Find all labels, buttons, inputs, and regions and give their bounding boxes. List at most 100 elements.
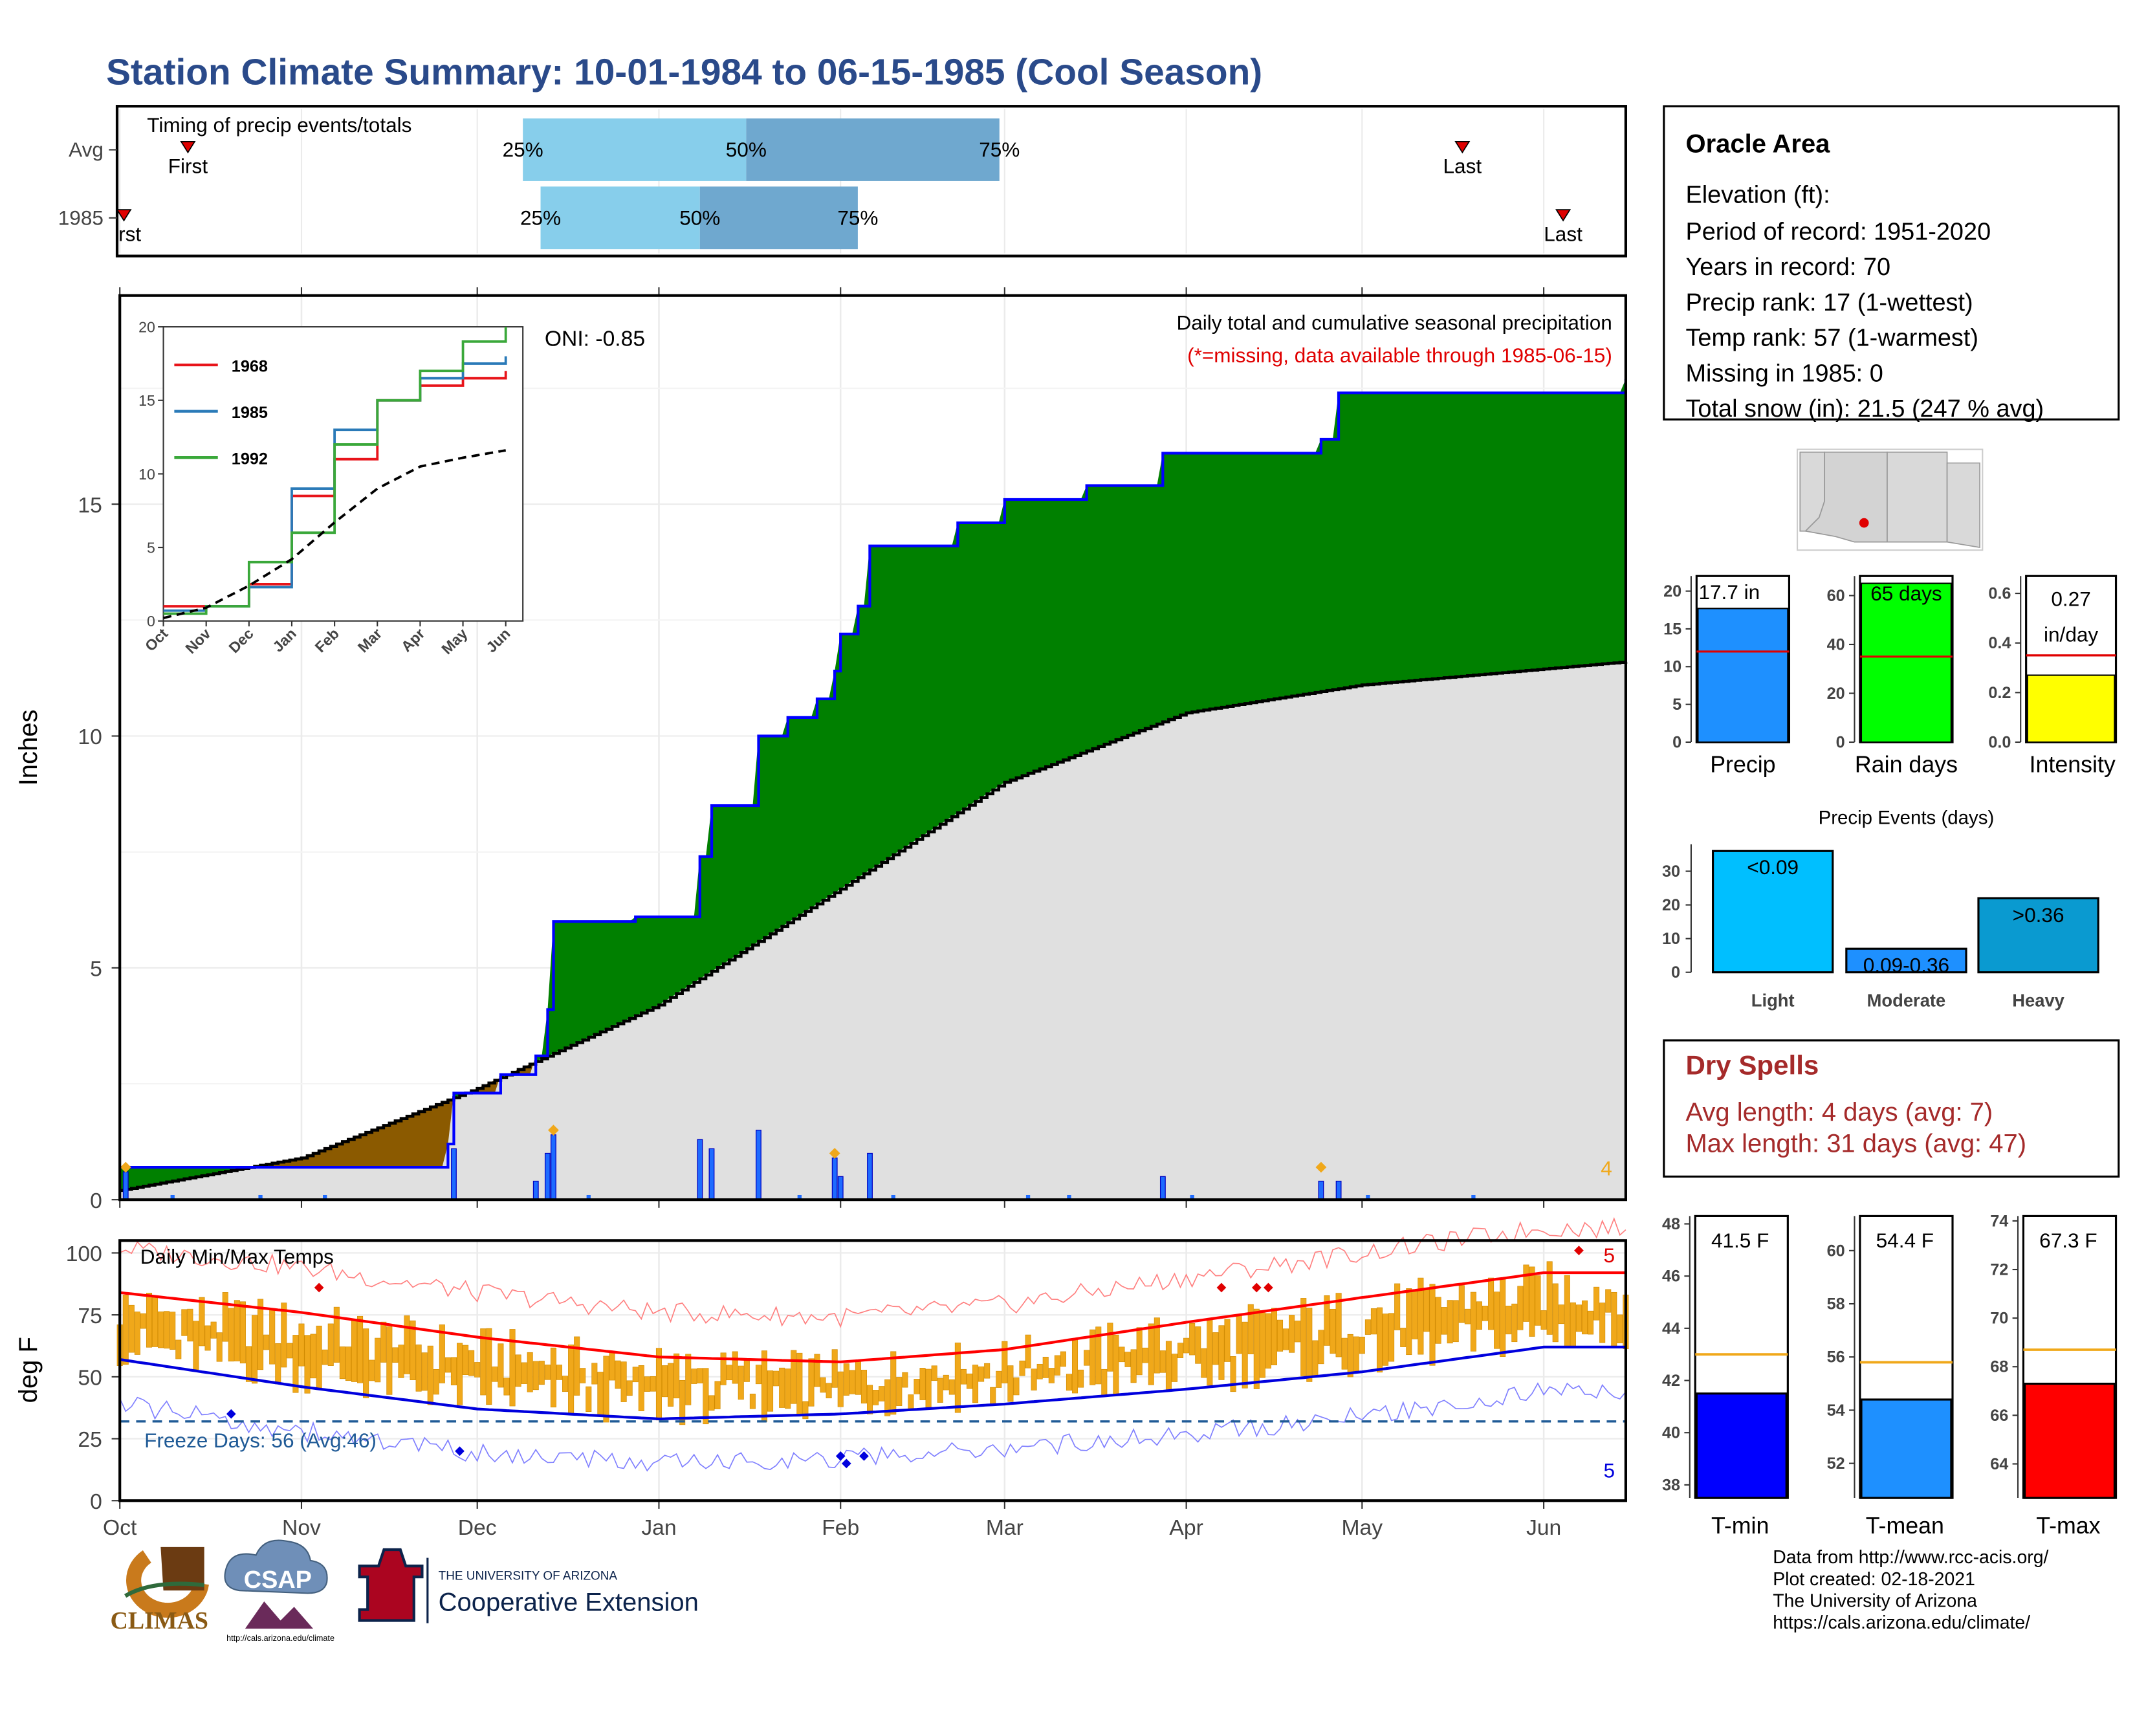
- daily-temp-bar: [1295, 1321, 1301, 1343]
- daily-temp-bar: [615, 1360, 621, 1389]
- temp-bar-t-mean: [1860, 1398, 1953, 1499]
- daily-temp-bar: [1212, 1332, 1219, 1365]
- daily-temp-bar: [128, 1304, 135, 1353]
- temp-bar-ytick-label: 64: [1990, 1455, 2008, 1473]
- daily-temp-bar: [691, 1368, 697, 1384]
- daily-temp-bar: [1159, 1350, 1166, 1373]
- daily-temp-bar: [1201, 1348, 1207, 1378]
- daily-precip-bar: [867, 1152, 873, 1200]
- daily-precip-bar: [1335, 1180, 1342, 1200]
- events-chart: 0 10 20 30: [1662, 844, 2099, 982]
- temp-bar-ytick-label: 70: [1990, 1310, 2008, 1328]
- daily-temp-bar: [562, 1376, 569, 1392]
- summary-ytick-label: 60: [1827, 587, 1845, 605]
- daily-temp-bar: [1171, 1354, 1178, 1382]
- avg-cumulative-line: [120, 661, 1628, 1192]
- daily-temp-bar: [1570, 1302, 1576, 1347]
- daily-temp-bar: [1165, 1341, 1172, 1391]
- daily-precip-bar: [551, 1134, 556, 1200]
- daily-temp-bar: [1183, 1337, 1190, 1354]
- avg-p25-label: 25%: [503, 138, 543, 161]
- precip-ytick-label: 0: [90, 1189, 102, 1213]
- events-ytick-label: 20: [1662, 896, 1680, 914]
- station-snow: Total snow (in): 21.5 (247 % avg): [1685, 395, 2044, 423]
- daily-precip-bar: [1025, 1194, 1031, 1200]
- summary-ytick-label: 0: [1672, 733, 1681, 751]
- daily-temp-bar: [222, 1292, 228, 1342]
- summary-ytick-label: 20: [1827, 685, 1845, 703]
- events-heavy-label: >0.36: [2013, 903, 2064, 927]
- daily-temp-bar: [1611, 1291, 1617, 1346]
- daily-temp-bar: [673, 1353, 680, 1399]
- daily-temp-bar: [164, 1311, 170, 1349]
- daily-temp-bar: [386, 1326, 393, 1395]
- month-label: Dec: [458, 1516, 497, 1540]
- daily-temp-bar: [1617, 1314, 1623, 1343]
- daily-temp-bar: [1423, 1288, 1430, 1332]
- extreme-precip-marker: [1315, 1161, 1327, 1173]
- credit-plot-date: Plot created: 02-18-2021: [1773, 1569, 1975, 1590]
- daily-temp-bar: [1054, 1355, 1060, 1376]
- above-avg-area: [120, 379, 1626, 1191]
- max-record-count: 5: [1604, 1244, 1615, 1267]
- daily-temp-bar: [375, 1337, 381, 1383]
- summary-ytick-label: 10: [1663, 658, 1681, 676]
- daily-temp-bar: [1605, 1289, 1612, 1313]
- temp-panel: 0 25 50 75 100 Oct Nov Dec Jan Feb Mar Apr May Jun: [66, 1217, 1629, 1540]
- tmin-label: T-min: [1711, 1513, 1769, 1539]
- daily-temp-bar: [720, 1352, 727, 1385]
- location-map: [1797, 448, 1984, 551]
- station-years: Years in record: 70: [1685, 254, 1890, 281]
- daily-temp-bar: [1177, 1343, 1184, 1358]
- daily-temp-bar: [996, 1370, 1002, 1388]
- missing-note: (*=missing, data available through 1985-…: [1187, 344, 1612, 367]
- daily-precip-bar: [756, 1130, 761, 1200]
- station-info-box: [1663, 105, 2120, 421]
- daily-temp-bar: [1482, 1306, 1489, 1321]
- temp-bar-ytick-label: 54: [1827, 1401, 1845, 1420]
- temp-bar-ytick-label: 38: [1662, 1476, 1680, 1494]
- daily-temp-bar: [990, 1387, 996, 1405]
- inset-line-avg: [163, 449, 507, 619]
- daily-temp-bar: [1276, 1319, 1284, 1352]
- daily-temp-bar: [404, 1315, 410, 1374]
- events-moderate-label: 0.09-0.36: [1863, 954, 1949, 977]
- daily-temp-bar: [357, 1315, 364, 1383]
- daily-temp-bar: [152, 1297, 159, 1347]
- daily-temp-bar: [1136, 1327, 1143, 1376]
- daily-temp-bar: [439, 1324, 445, 1383]
- daily-precip-bar: [586, 1194, 591, 1200]
- daily-temp-bar: [1353, 1336, 1359, 1372]
- station-location-dot: [1859, 518, 1869, 528]
- timing-bar-q1: [540, 186, 700, 250]
- daily-temp-bar: [175, 1339, 182, 1359]
- daily-temp-bar: [1230, 1356, 1236, 1392]
- temp-summary-bars: 38 40 42 44 46 48 52 54 56 58 60 64 66 68 70 72 74: [1662, 1212, 2118, 1499]
- daily-temp-bar: [919, 1368, 926, 1400]
- precip-total-value: 17.7 in: [1698, 580, 1760, 604]
- daily-temp-bar: [873, 1390, 879, 1405]
- daily-temp-bar: [1330, 1308, 1336, 1354]
- daily-temp-bar: [234, 1300, 240, 1361]
- daily-temp-bar: [433, 1368, 439, 1395]
- daily-temp-bar: [948, 1379, 955, 1395]
- daily-temp-bar: [1042, 1356, 1049, 1378]
- daily-temp-bar: [239, 1301, 246, 1364]
- temp-bar-ytick-label: 40: [1662, 1424, 1680, 1442]
- timing-panel: [109, 109, 1571, 254]
- daily-temp-bar: [1318, 1330, 1324, 1365]
- daily-temp-bar: [925, 1368, 932, 1409]
- daily-temp-bar: [1071, 1338, 1078, 1394]
- daily-temp-bar: [1154, 1317, 1160, 1374]
- daily-temp-bar: [158, 1311, 164, 1348]
- daily-precip-bar: [831, 1158, 838, 1200]
- daily-temp-bar: [1124, 1352, 1131, 1367]
- daily-temp-bar: [1540, 1310, 1547, 1330]
- events-ytick-label: 0: [1671, 963, 1680, 982]
- daily-temp-bar: [773, 1370, 780, 1387]
- avg-cumulative-area: [120, 661, 1626, 1200]
- daily-temp-bar: [550, 1347, 556, 1408]
- daily-temp-bar: [1142, 1347, 1148, 1363]
- daily-temp-bar: [181, 1309, 188, 1336]
